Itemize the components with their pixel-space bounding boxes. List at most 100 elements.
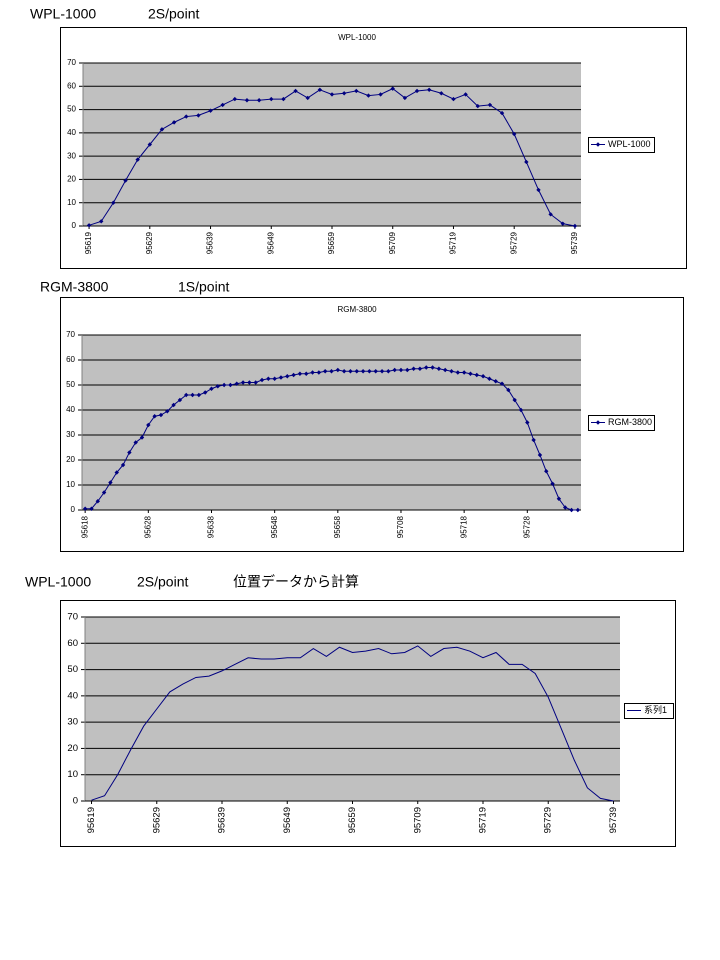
x-tick-label: 95659 bbox=[347, 807, 358, 833]
point-marker bbox=[247, 380, 252, 385]
plot-area bbox=[83, 63, 581, 226]
point-marker bbox=[392, 367, 397, 373]
plot-area bbox=[85, 617, 620, 801]
point-marker bbox=[560, 221, 565, 226]
point-marker bbox=[417, 366, 423, 371]
point-marker bbox=[424, 365, 429, 370]
point-marker bbox=[291, 372, 296, 378]
x-tick-label: 95728 bbox=[522, 515, 531, 538]
y-tick-label: 20 bbox=[66, 455, 75, 464]
point-marker bbox=[414, 88, 420, 94]
point-marker bbox=[220, 102, 225, 108]
point-marker bbox=[512, 397, 517, 403]
point-marker bbox=[379, 369, 385, 374]
x-tick-label: 95709 bbox=[412, 807, 423, 833]
y-tick-label: 40 bbox=[67, 690, 78, 701]
point-marker bbox=[550, 481, 555, 486]
point-marker bbox=[256, 98, 262, 103]
x-tick-label: 95619 bbox=[84, 231, 93, 254]
point-marker bbox=[511, 131, 517, 137]
y-tick-label: 20 bbox=[67, 175, 76, 184]
point-marker bbox=[468, 371, 473, 376]
y-tick-label: 10 bbox=[67, 769, 78, 780]
point-marker bbox=[196, 392, 202, 398]
point-marker bbox=[215, 384, 221, 389]
y-tick-label: 30 bbox=[67, 151, 76, 160]
point-marker bbox=[329, 92, 335, 97]
y-tick-label: 50 bbox=[67, 105, 76, 114]
point-marker bbox=[196, 113, 201, 118]
point-marker bbox=[563, 505, 568, 510]
point-marker bbox=[506, 387, 511, 393]
chart-heading: 位置データから計算 bbox=[233, 574, 359, 590]
point-marker bbox=[281, 96, 286, 102]
legend-label: WPL-1000 bbox=[608, 139, 651, 149]
x-tick-label: 95729 bbox=[509, 231, 518, 254]
point-marker bbox=[108, 480, 113, 485]
x-tick-label: 95739 bbox=[608, 807, 619, 833]
point-marker bbox=[378, 92, 383, 97]
y-tick-label: 0 bbox=[71, 505, 76, 514]
point-marker bbox=[221, 382, 227, 388]
x-tick-label: 95718 bbox=[459, 515, 468, 538]
legend-box bbox=[588, 137, 655, 153]
point-marker bbox=[366, 93, 371, 98]
point-marker bbox=[297, 371, 303, 376]
x-tick-label: 95708 bbox=[396, 515, 405, 538]
point-marker bbox=[111, 200, 116, 205]
point-marker bbox=[569, 507, 574, 513]
point-marker bbox=[335, 367, 341, 373]
point-marker bbox=[259, 377, 265, 383]
point-marker bbox=[518, 407, 524, 413]
point-marker bbox=[341, 91, 347, 96]
chart-title: RGM-3800 bbox=[337, 305, 377, 314]
point-marker bbox=[487, 376, 492, 381]
point-marker bbox=[373, 369, 378, 374]
point-marker bbox=[293, 88, 298, 94]
point-marker bbox=[480, 374, 486, 379]
legend-box bbox=[624, 703, 674, 719]
point-marker bbox=[354, 88, 359, 94]
point-marker bbox=[120, 462, 126, 468]
y-tick-label: 70 bbox=[66, 330, 75, 339]
point-marker bbox=[390, 86, 395, 91]
point-marker bbox=[430, 365, 435, 370]
point-marker bbox=[133, 440, 138, 445]
point-marker bbox=[127, 450, 132, 455]
legend-marker bbox=[595, 142, 601, 147]
x-tick-label: 95719 bbox=[449, 231, 458, 254]
point-marker bbox=[317, 87, 323, 92]
point-marker bbox=[405, 367, 410, 373]
point-marker bbox=[177, 397, 183, 403]
point-marker bbox=[411, 366, 416, 371]
point-marker bbox=[139, 435, 145, 440]
y-tick-label: 60 bbox=[67, 638, 78, 649]
y-tick-label: 70 bbox=[67, 612, 78, 623]
x-tick-label: 95658 bbox=[333, 515, 342, 538]
series-line bbox=[91, 645, 614, 802]
legend-label: RGM-3800 bbox=[608, 417, 652, 427]
y-tick-label: 50 bbox=[66, 380, 75, 389]
point-marker bbox=[266, 376, 271, 381]
legend-box bbox=[588, 415, 655, 431]
point-marker bbox=[461, 370, 467, 375]
point-marker bbox=[449, 369, 454, 374]
point-marker bbox=[499, 381, 505, 386]
point-marker bbox=[123, 178, 128, 183]
point-marker bbox=[499, 110, 505, 116]
y-tick-label: 30 bbox=[67, 717, 78, 728]
point-marker bbox=[531, 437, 536, 443]
point-marker bbox=[305, 95, 310, 101]
y-tick-label: 10 bbox=[67, 198, 76, 207]
y-tick-label: 30 bbox=[66, 430, 75, 439]
point-marker bbox=[354, 369, 359, 374]
chart-heading: WPL-1000 bbox=[25, 574, 91, 590]
point-marker bbox=[285, 374, 290, 379]
y-tick-label: 20 bbox=[67, 743, 78, 754]
point-marker bbox=[89, 506, 94, 511]
x-tick-label: 95659 bbox=[327, 231, 336, 254]
point-marker bbox=[184, 114, 189, 119]
y-tick-label: 70 bbox=[67, 58, 76, 67]
point-marker bbox=[426, 87, 432, 92]
